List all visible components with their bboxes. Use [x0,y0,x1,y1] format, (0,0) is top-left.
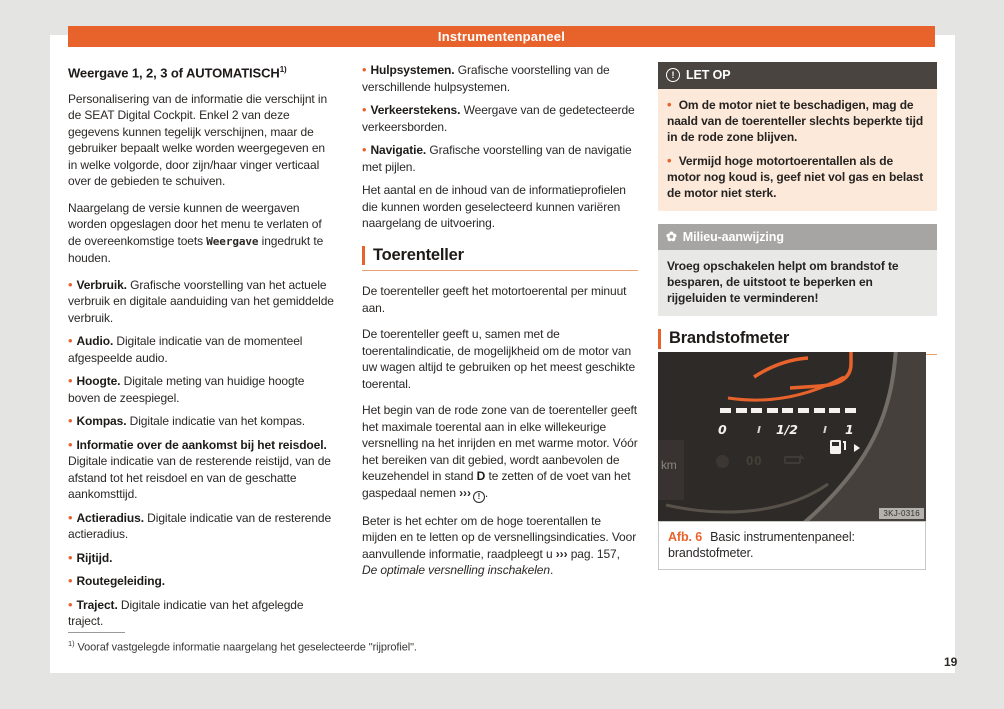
paragraph: Beter is het echter om de hoge toerental… [362,513,637,578]
eco-note-header: ✿ Milieu-aanwijzing [658,223,937,250]
list-item: • Actieradius. Digitale indicatie van de … [68,509,332,542]
bullet-icon: • [68,509,73,525]
reference-title: De optimale versnelling inschakelen [362,563,550,578]
oil-can-icon [784,454,805,464]
list-item: • Navigatie. Grafische voorstelling van d… [362,142,632,174]
bullet-icon: • [667,152,672,168]
km-unit-label: km [661,458,677,472]
instrument-panel-figure: 0 1/2 1 km 00 3KJ-0316 [658,352,926,521]
section-heading-brandstofmeter: Brandstofmeter [658,329,937,349]
paragraph: Het aantal en de inhoud van de informati… [362,183,626,230]
figure-caption: Afb. 6 Basic instrumentenpaneel: brandsto… [658,521,926,570]
warning-box-body: • Om de motor niet te beschadigen, mag d… [658,88,937,211]
paragraph: Personalisering van de informatie die ve… [68,91,328,189]
bullet-icon: • [68,573,73,589]
paragraph: Naargelang de versie kunnen de weergaven… [68,200,324,266]
footnote-ref: 1) [279,65,287,74]
bullet-icon: • [362,142,367,157]
footnote-rule [68,632,125,633]
fuel-pump-icon [830,440,841,454]
list-item: • Verbruik. Grafische voorstelling van he… [68,276,334,325]
bullet-icon: • [68,549,73,565]
page-header-bar: Instrumentenpaneel [68,26,935,47]
bullet-icon: • [362,62,367,77]
caution-icon: ! [472,490,485,503]
subsection-heading-text: Weergave 1, 2, 3 of AUTOMATISCH [68,65,280,81]
list-item: • Kompas. Digitale indicatie van het komp… [68,413,306,429]
figure-caption-text: Basic instrumentenpaneel: brandstofmeter… [668,530,855,560]
exclamation-circle-icon: ! [666,68,680,83]
bullet-icon: • [68,436,73,452]
bullet-icon: • [68,373,73,389]
page-number: 19 [944,655,958,669]
warning-item: • Om de motor niet te beschadigen, mag d… [667,96,924,144]
dim-indicator-icon [716,455,729,468]
odometer-panel: km [658,440,684,500]
figure-code-label: 3KJ-0316 [879,508,924,519]
paragraph: De toerenteller geeft het motortoerental… [362,284,627,315]
bullet-icon: • [362,102,367,117]
bullet-icon: • [68,276,73,292]
eco-note-box: ✿ Milieu-aanwijzing Vroeg opschakelen he… [658,223,937,316]
footnote-marker: 1) [68,639,75,648]
dim-odometer-digits: 00 [746,453,763,468]
bullet-icon: • [68,413,73,429]
page-header-title: Instrumentenpaneel [437,29,566,44]
figure-caption-label: Afb. 6 [668,530,703,544]
gear-position-key: D [476,469,486,483]
fuel-pump-hose-icon [843,441,846,450]
list-item: • Verkeerstekens. Weergave van de gedetec… [362,102,635,134]
section-rule [362,270,638,271]
list-item: • Audio. Digitale indicatie van de moment… [68,333,303,365]
list-item: • Informatie over de aankomst bij het rei… [68,436,331,502]
footnote: 1) Vooraf vastgelegde informatie naargela… [68,639,417,654]
cross-reference-arrows: ››› [459,485,471,500]
list-item: • Routegeleiding. [68,573,165,589]
flower-icon: ✿ [666,228,677,244]
fuel-filler-side-arrow-icon [854,444,860,452]
paragraph: Het begin van de rode zone van de toeren… [362,402,638,503]
warning-box-title: LET OP [686,68,731,82]
eco-note-title: Milieu-aanwijzing [682,229,784,244]
bullet-icon: • [667,96,672,112]
fuel-scale-empty: 0 [718,422,727,437]
eco-note-body: Vroeg opschakelen helpt om brandstof te … [658,250,937,316]
warning-box: ! LET OP • Om de motor niet te beschadig… [658,62,937,211]
subsection-heading: Weergave 1, 2, 3 of AUTOMATISCH1) [68,62,336,82]
warning-item: • Vermijd hoge motortoerentallen als de … [667,152,924,200]
list-item: • Hoogte. Digitale meting van huidige hoo… [68,373,305,405]
warning-box-header: ! LET OP [658,62,937,89]
list-item: • Traject. Digitale indicatie van het afg… [68,596,304,629]
paragraph: De toerenteller geeft u, samen met de to… [362,327,636,391]
bullet-icon: • [68,333,73,349]
cross-reference-arrows: ››› [555,546,568,561]
fuel-level-segments [720,408,856,413]
fuel-scale-half: 1/2 [776,422,798,437]
column-right: ! LET OP • Om de motor niet te beschadig… [658,62,937,367]
column-middle: • Hulpsystemen. Grafische voorstelling va… [362,62,638,589]
bullet-icon: • [68,596,73,612]
list-item: • Hulpsystemen. Grafische voorstelling va… [362,62,610,94]
button-name-key: Weergave [206,234,259,248]
list-item: • Rijtijd. [68,549,113,565]
section-heading-toerenteller: Toerenteller [362,245,638,265]
fuel-scale-full: 1 [845,422,854,437]
panel-bezel-graphics [665,352,926,521]
column-left: Weergave 1, 2, 3 of AUTOMATISCH1) Person… [68,62,336,637]
